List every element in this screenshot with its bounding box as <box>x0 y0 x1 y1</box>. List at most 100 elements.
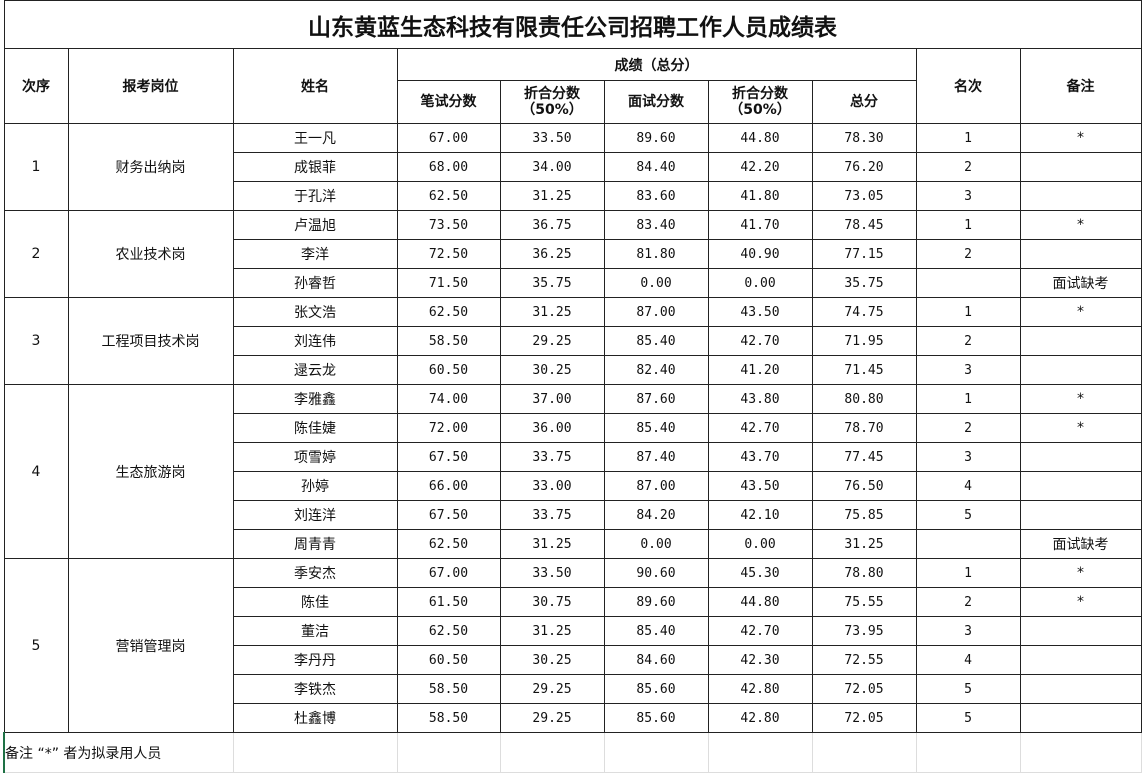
table-row: 杜鑫博 58.50 29.25 85.60 42.80 72.05 5 <box>4 703 1142 733</box>
position: 工程项目技术岗 <box>67 297 234 385</box>
written: 67.00 <box>396 123 501 153</box>
written-half: 36.00 <box>499 413 605 443</box>
position: 财务出纳岗 <box>67 123 234 211</box>
total: 73.95 <box>811 616 917 646</box>
rank: 3 <box>915 355 1021 385</box>
interview: 83.40 <box>603 210 709 240</box>
interview-half: 40.90 <box>707 239 813 269</box>
position: 生态旅游岗 <box>67 384 234 559</box>
table-row: 孙睿哲 71.50 35.75 0.00 0.00 35.75 面试缺考 <box>4 268 1142 298</box>
written: 62.50 <box>396 181 501 211</box>
interview: 84.60 <box>603 645 709 675</box>
rank: 2 <box>915 587 1021 617</box>
interview: 0.00 <box>603 268 709 298</box>
header-rank: 名次 <box>915 48 1021 124</box>
interview-half: 0.00 <box>707 268 813 298</box>
written-half: 33.50 <box>499 558 605 588</box>
table-row: 1 财务出纳岗 王一凡 67.00 33.50 89.60 44.80 78.30 1 * <box>3 123 1142 211</box>
empty-cell <box>396 732 501 773</box>
total: 76.20 <box>811 152 917 182</box>
total: 80.80 <box>811 384 917 414</box>
rank <box>915 529 1021 559</box>
remark <box>1019 645 1142 675</box>
total: 74.75 <box>811 297 917 327</box>
table-row: 刘连伟 58.50 29.25 85.40 42.70 71.95 2 <box>4 326 1142 356</box>
written: 62.50 <box>396 616 501 646</box>
written-half: 36.75 <box>499 210 605 240</box>
written: 72.50 <box>396 239 501 269</box>
total: 77.45 <box>811 442 917 472</box>
table-row: 次序 报考岗位 姓名 成绩（总分） 名次 备注 <box>3 48 1142 124</box>
interview-half: 42.70 <box>707 326 813 356</box>
name: 杜鑫博 <box>232 703 398 733</box>
seq: 3 <box>3 297 69 385</box>
empty-cell <box>707 732 813 773</box>
total: 76.50 <box>811 471 917 501</box>
interview: 89.60 <box>603 123 709 153</box>
total: 75.55 <box>811 587 917 617</box>
total: 78.80 <box>811 558 917 588</box>
table-row: 陈佳婕 72.00 36.00 85.40 42.70 78.70 2 * <box>4 413 1142 443</box>
written-half: 33.75 <box>499 442 605 472</box>
written-half: 30.75 <box>499 587 605 617</box>
written: 74.00 <box>396 384 501 414</box>
written: 67.50 <box>396 442 501 472</box>
score-table: 山东黄蓝生态科技有限责任公司招聘工作人员成绩表 次序 报考岗位 姓名 成绩（总分） 名次备… <box>3 0 1142 773</box>
interview: 85.40 <box>603 616 709 646</box>
rank: 2 <box>915 326 1021 356</box>
interview-half: 44.80 <box>707 587 813 617</box>
interview-half: 43.50 <box>707 471 813 501</box>
total: 78.30 <box>811 123 917 153</box>
seq: 2 <box>3 210 69 298</box>
written-half: 31.25 <box>499 616 605 646</box>
total: 71.95 <box>811 326 917 356</box>
interview: 84.40 <box>603 152 709 182</box>
remark <box>1019 471 1142 501</box>
header-name: 姓名 <box>232 48 398 124</box>
empty-cell <box>232 732 398 773</box>
interview: 84.20 <box>603 500 709 530</box>
interview-half: 43.50 <box>707 297 813 327</box>
total: 72.05 <box>811 674 917 704</box>
written: 72.00 <box>396 413 501 443</box>
name: 李雅鑫 <box>232 384 398 414</box>
name: 周青青 <box>232 529 398 559</box>
total: 31.25 <box>811 529 917 559</box>
total: 75.85 <box>811 500 917 530</box>
interview: 82.40 <box>603 355 709 385</box>
interview: 0.00 <box>603 529 709 559</box>
total: 35.75 <box>811 268 917 298</box>
interview: 87.40 <box>603 442 709 472</box>
written: 67.00 <box>396 558 501 588</box>
written: 60.50 <box>396 355 501 385</box>
written-half: 29.25 <box>499 674 605 704</box>
written: 58.50 <box>396 674 501 704</box>
name: 陈佳婕 <box>232 413 398 443</box>
header-total: 总分 <box>811 80 917 124</box>
remark: * <box>1019 558 1142 588</box>
total: 72.55 <box>811 645 917 675</box>
written: 66.00 <box>396 471 501 501</box>
remark <box>1019 181 1142 211</box>
empty-cell <box>915 732 1021 773</box>
rank: 1 <box>915 210 1021 240</box>
interview-half: 41.80 <box>707 181 813 211</box>
interview-half: 0.00 <box>707 529 813 559</box>
remark <box>1019 152 1142 182</box>
table-row: 成银菲 68.00 34.00 84.40 42.20 76.20 2 <box>4 152 1142 182</box>
title: 山东黄蓝生态科技有限责任公司招聘工作人员成绩表 <box>3 0 1142 49</box>
table-row: 备注 “*” 者为拟录用人员 <box>3 732 1142 773</box>
name: 于孔洋 <box>232 181 398 211</box>
written: 67.50 <box>396 500 501 530</box>
position: 农业技术岗 <box>67 210 234 298</box>
name: 项雪婷 <box>232 442 398 472</box>
table-row: 李洋 72.50 36.25 81.80 40.90 77.15 2 <box>4 239 1142 269</box>
remark <box>1019 326 1142 356</box>
rank: 5 <box>915 703 1021 733</box>
remark <box>1019 674 1142 704</box>
remark: * <box>1019 123 1142 153</box>
interview-half: 42.80 <box>707 703 813 733</box>
written: 58.50 <box>396 326 501 356</box>
interview: 90.60 <box>603 558 709 588</box>
